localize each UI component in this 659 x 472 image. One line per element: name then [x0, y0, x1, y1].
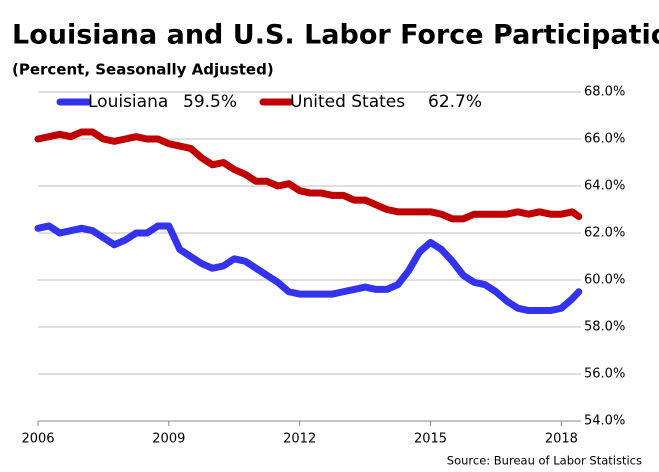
- x-tick-label: 2015: [414, 432, 447, 447]
- x-tick-label: 2012: [283, 432, 316, 447]
- y-tick-label: 62.0%: [584, 226, 625, 241]
- source: Source: Bureau of Labor Statistics: [447, 454, 642, 468]
- legend-label: Louisiana: [88, 92, 168, 112]
- legend-value: 62.7%: [428, 92, 482, 112]
- y-tick-label: 60.0%: [584, 273, 625, 288]
- x-tick-label: 2009: [152, 432, 185, 447]
- legend-label: United States: [290, 92, 405, 112]
- x-tick-label: 2006: [21, 432, 54, 447]
- series-line: [34, 222, 583, 315]
- y-tick-label: 68.0%: [584, 85, 625, 100]
- series-line: [34, 128, 583, 223]
- x-tick-label: 2018: [545, 432, 578, 447]
- y-tick-label: 56.0%: [584, 367, 625, 382]
- y-tick-label: 66.0%: [584, 132, 625, 147]
- legend-value: 59.5%: [183, 92, 237, 112]
- chart-subtitle: (Percent, Seasonally Adjusted): [12, 61, 274, 79]
- y-tick-label: 64.0%: [584, 179, 625, 194]
- chart-title: Louisiana and U.S. Labor Force Participa…: [12, 20, 659, 51]
- y-tick-label: 54.0%: [584, 414, 625, 429]
- y-tick-label: 58.0%: [584, 320, 625, 335]
